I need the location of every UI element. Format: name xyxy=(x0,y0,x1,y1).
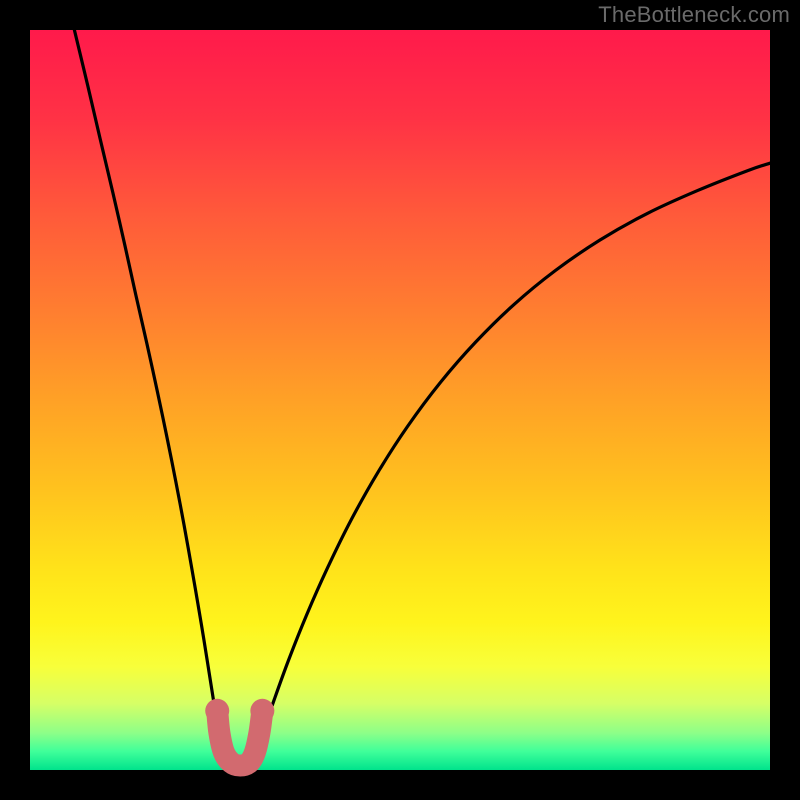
trough-end-dot-right xyxy=(250,699,274,723)
watermark-text: TheBottleneck.com xyxy=(598,2,790,28)
plot-background-gradient xyxy=(30,30,770,770)
chart-stage: TheBottleneck.com xyxy=(0,0,800,800)
chart-svg xyxy=(0,0,800,800)
trough-end-dot-left xyxy=(205,699,229,723)
